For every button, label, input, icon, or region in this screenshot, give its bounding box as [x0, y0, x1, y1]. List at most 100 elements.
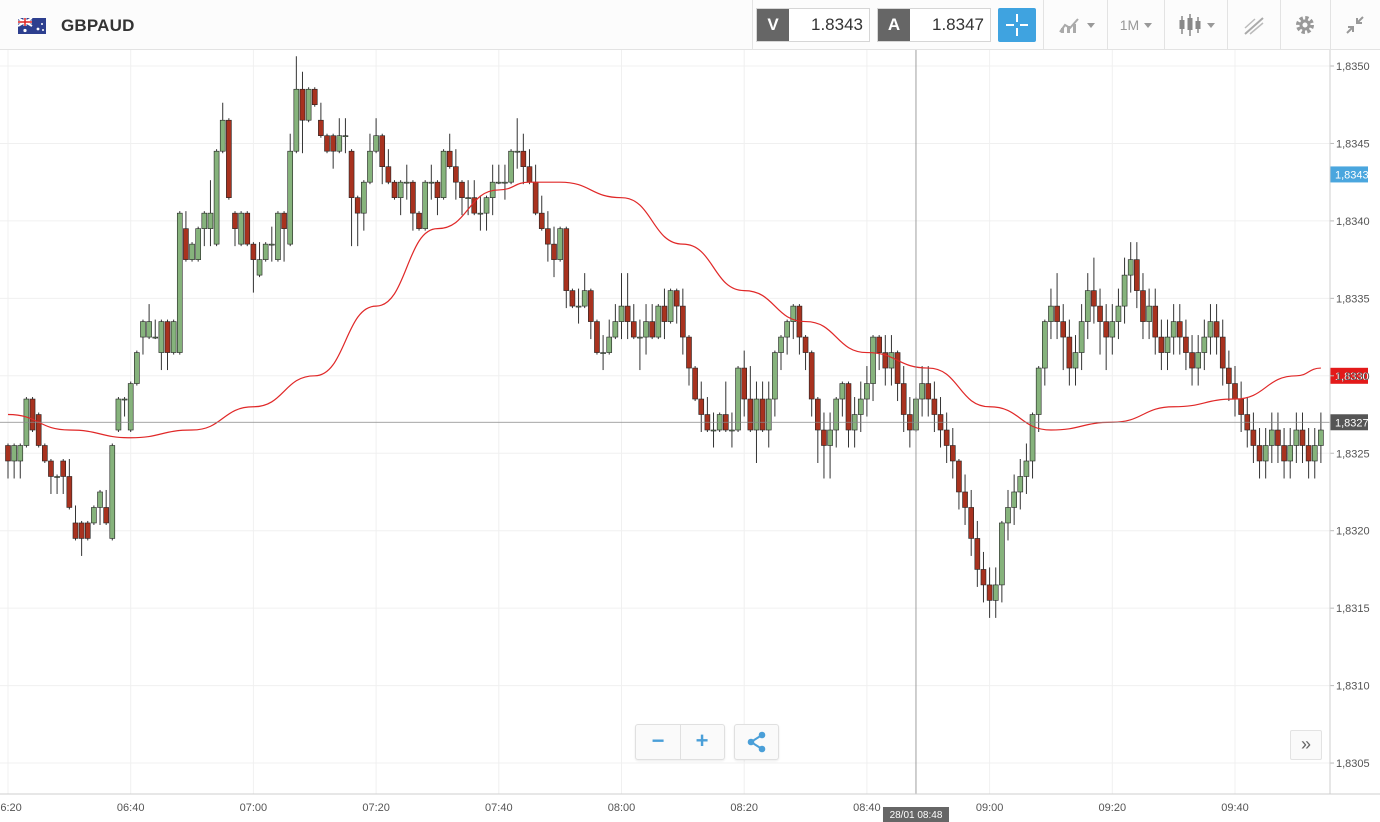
zoom-out-button[interactable]: − [636, 725, 681, 759]
symbol-title: GBPAUD [61, 16, 135, 35]
candle-body [391, 181, 398, 198]
candle-body [1256, 445, 1263, 462]
candle-body [839, 383, 846, 400]
candle-body [784, 321, 790, 338]
x-tick-label: 08:20 [730, 802, 758, 814]
x-tick-label: 08:00 [608, 802, 636, 814]
candle-body [778, 336, 784, 353]
candle-body [134, 352, 140, 384]
candle-body [318, 119, 324, 137]
candles [5, 56, 1324, 618]
chevron-down-icon [1144, 22, 1153, 28]
candle-body [1207, 321, 1214, 338]
collapse-icon [1346, 16, 1364, 34]
crosshair-icon [1006, 14, 1028, 36]
candle-body [980, 569, 987, 586]
candle-body [882, 352, 889, 369]
candle-body [428, 181, 435, 184]
candle-body [281, 212, 287, 229]
candle-body [54, 476, 60, 478]
candle-body [1287, 445, 1294, 462]
chevron-down-icon [1086, 22, 1095, 28]
crosshair-time-bg [882, 807, 949, 822]
candle-body [802, 336, 809, 353]
x-tick-label: 07:40 [485, 802, 513, 814]
sell-price-box[interactable]: V 1.8343 [756, 8, 870, 42]
candle-body [311, 88, 318, 106]
candle-body [219, 119, 226, 152]
candle-body [1238, 398, 1244, 415]
candle-body [72, 522, 79, 539]
draw-tools-button[interactable] [1230, 0, 1278, 50]
candle-body [422, 181, 428, 229]
candle-body [618, 305, 625, 322]
candle-body [772, 352, 778, 400]
candle-body [992, 584, 999, 601]
candle-body [1213, 321, 1220, 338]
candle-body [1017, 476, 1024, 493]
candle-body [416, 212, 422, 229]
chart-background [0, 50, 1380, 822]
candle-body [1195, 352, 1201, 369]
chart-type-button[interactable] [1048, 0, 1104, 50]
candle-body [115, 398, 122, 431]
candle-body [1152, 305, 1159, 338]
candle-body [262, 243, 269, 260]
candle-body [201, 212, 208, 229]
candle-body [29, 398, 36, 431]
draw-icon [1244, 17, 1264, 35]
candle-body [765, 398, 772, 431]
candle-body [275, 212, 281, 260]
timeframe-label: 1M [1119, 17, 1140, 33]
candle-body [385, 166, 392, 183]
candle-body [986, 584, 993, 601]
candle-body [434, 181, 441, 198]
candle-body [729, 429, 735, 432]
buy-tag: A [878, 9, 910, 41]
candle-body [538, 212, 545, 229]
candle-body [367, 150, 373, 183]
scroll-to-latest-button[interactable]: » [1290, 730, 1322, 760]
candle-body [857, 398, 864, 415]
candle-body [612, 321, 619, 338]
candle-body [943, 429, 950, 446]
candle-body [1183, 336, 1189, 353]
candle-body [557, 228, 563, 260]
candle-body [588, 290, 594, 322]
candle-body [526, 166, 533, 183]
timeframe-dropdown[interactable]: 1M [1110, 0, 1162, 50]
y-tick-label: 1,8315 [1336, 603, 1370, 615]
separator [1227, 0, 1228, 50]
zoom-in-button[interactable]: + [695, 728, 709, 753]
candle-body [692, 367, 698, 400]
candle-body [42, 445, 48, 462]
settings-button[interactable] [1283, 0, 1327, 50]
candle-body [256, 259, 263, 276]
collapse-button[interactable] [1333, 0, 1377, 50]
candle-body [1121, 274, 1128, 307]
candlestick-button[interactable] [1168, 0, 1224, 50]
candle-body [581, 290, 588, 307]
candle-body [1305, 445, 1312, 462]
axes: 1,8350 1,8345 1,8340 1,8335 1,8330 1,8325 1,83… [0, 50, 1380, 814]
candle-body [1158, 336, 1165, 353]
candle-body [1078, 321, 1085, 353]
candle-body [741, 367, 748, 400]
candle-body [1219, 336, 1226, 369]
candle-body [91, 507, 97, 524]
candle-body [1097, 305, 1103, 322]
candle-body [569, 290, 576, 307]
y-tick-label: 1,8325 [1336, 448, 1370, 460]
candle-body [11, 445, 17, 462]
bid-price-label: 1,8343 [1335, 169, 1369, 181]
buy-price-box[interactable]: A 1.8347 [877, 8, 991, 42]
crosshair-button[interactable] [998, 8, 1036, 42]
candle-body [870, 336, 876, 384]
candle-body [238, 212, 244, 245]
share-button[interactable] [734, 724, 779, 760]
sell-tag: V [757, 9, 789, 41]
candle-body [864, 383, 870, 400]
uk-au-flag-icon [18, 18, 46, 34]
y-tick-label: 1,8330 [1336, 371, 1370, 383]
